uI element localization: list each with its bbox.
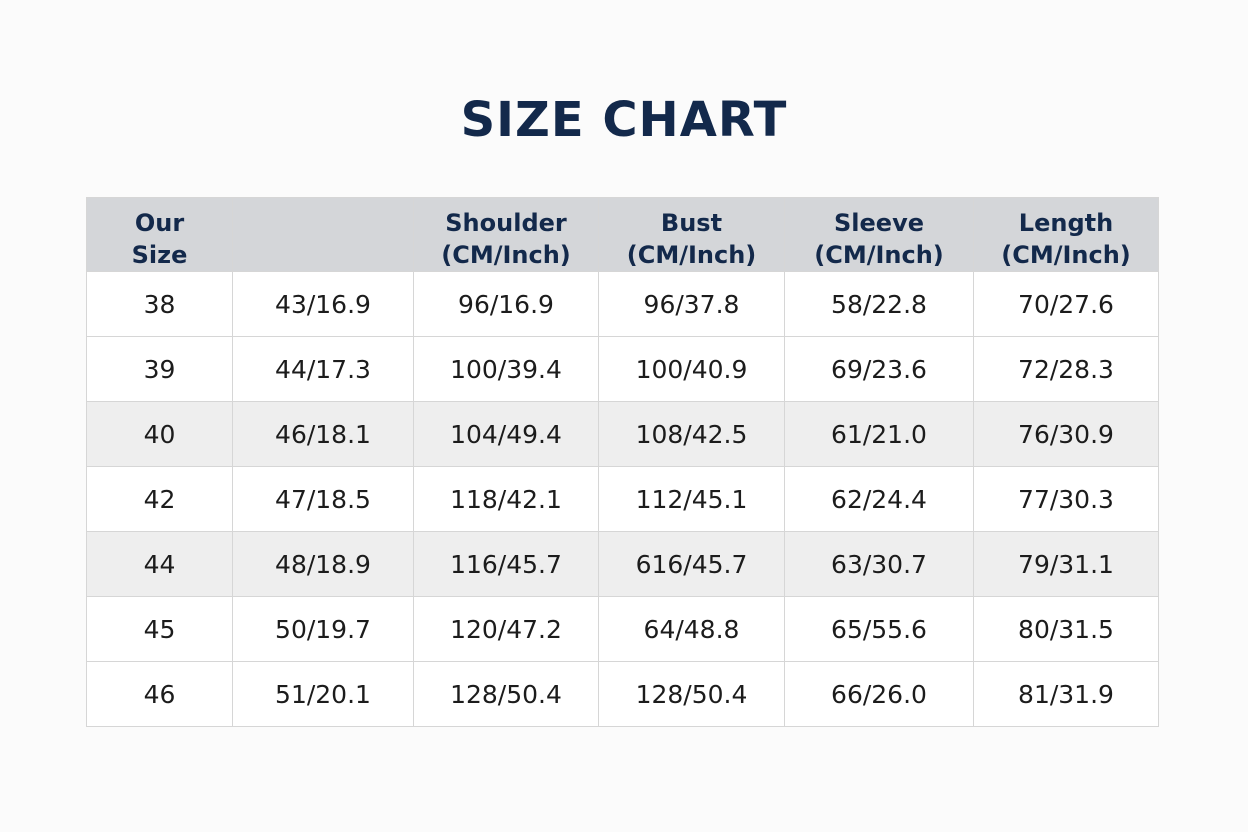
table-cell: 118/42.1 bbox=[413, 466, 599, 532]
header-cell: Sleeve (CM/Inch) bbox=[784, 197, 974, 272]
table-cell: 51/20.1 bbox=[232, 661, 414, 727]
table-row: 39 44/17.3 100/39.4 100/40.9 69/23.6 72/28.3 bbox=[86, 336, 1159, 402]
header-line: (CM/Inch) bbox=[626, 241, 757, 269]
table-cell: 44 bbox=[86, 531, 233, 597]
table-cell: 96/37.8 bbox=[598, 271, 785, 337]
table-cell: 108/42.5 bbox=[598, 401, 785, 467]
table-cell: 62/24.4 bbox=[784, 466, 974, 532]
table-cell: 96/16.9 bbox=[413, 271, 599, 337]
table-row: 40 46/18.1 104/49.4 108/42.5 61/21.0 76/30.9 bbox=[86, 401, 1159, 467]
table-cell: 50/19.7 bbox=[232, 596, 414, 662]
table-cell: 46 bbox=[86, 661, 233, 727]
table-cell: 45 bbox=[86, 596, 233, 662]
table-row: 46 51/20.1 128/50.4 128/50.4 66/26.0 81/31.9 bbox=[86, 661, 1159, 727]
table-cell: 58/22.8 bbox=[784, 271, 974, 337]
table-body: 38 43/16.9 96/16.9 96/37.8 58/22.8 70/27.6 39 4… bbox=[86, 271, 1159, 727]
title: SIZE CHART bbox=[460, 92, 788, 148]
table-cell: 40 bbox=[86, 401, 233, 467]
table-cell: 80/31.5 bbox=[973, 596, 1159, 662]
table-cell: 65/55.6 bbox=[784, 596, 974, 662]
table-cell: 100/39.4 bbox=[413, 336, 599, 402]
header-cell: Our Size bbox=[86, 197, 233, 272]
header-line: Shoulder bbox=[445, 209, 567, 237]
table-cell: 616/45.7 bbox=[598, 531, 785, 597]
table-cell: 43/16.9 bbox=[232, 271, 414, 337]
table-cell: 77/30.3 bbox=[973, 466, 1159, 532]
table-cell: 112/45.1 bbox=[598, 466, 785, 532]
table-cell: 128/50.4 bbox=[413, 661, 599, 727]
header-line: Our bbox=[134, 209, 185, 237]
table-cell: 128/50.4 bbox=[598, 661, 785, 727]
table-cell: 39 bbox=[86, 336, 233, 402]
header-cell: Bust (CM/Inch) bbox=[598, 197, 785, 272]
header-cell: Shoulder (CM/Inch) bbox=[413, 197, 599, 272]
table-row: 44 48/18.9 116/45.7 616/45.7 63/30.7 79/31.1 bbox=[86, 531, 1159, 597]
table-cell: 100/40.9 bbox=[598, 336, 785, 402]
table-cell: 44/17.3 bbox=[232, 336, 414, 402]
table-cell: 120/47.2 bbox=[413, 596, 599, 662]
header-line: (CM/Inch) bbox=[1001, 241, 1131, 269]
table-row: 38 43/16.9 96/16.9 96/37.8 58/22.8 70/27.6 bbox=[86, 271, 1159, 337]
table-row: 42 47/18.5 118/42.1 112/45.1 62/24.4 77/30.3 bbox=[86, 466, 1159, 532]
table-cell: 46/18.1 bbox=[232, 401, 414, 467]
table-row: 45 50/19.7 120/47.2 64/48.8 65/55.6 80/31.5 bbox=[86, 596, 1159, 662]
table-cell: 64/48.8 bbox=[598, 596, 785, 662]
table-cell: 38 bbox=[86, 271, 233, 337]
table-cell: 66/26.0 bbox=[784, 661, 974, 727]
header-line: Length bbox=[1018, 209, 1114, 237]
header-line: Sleeve bbox=[834, 209, 924, 237]
table-cell: 104/49.4 bbox=[413, 401, 599, 467]
table-cell: 69/23.6 bbox=[784, 336, 974, 402]
table-cell: 81/31.9 bbox=[973, 661, 1159, 727]
table-cell: 42 bbox=[86, 466, 233, 532]
header-cell: Length (CM/Inch) bbox=[973, 197, 1159, 272]
table-head: Our Size Shoulder (CM/Inch) Bust (CM/Inch) Sle… bbox=[86, 197, 1159, 272]
header-line: Bust bbox=[660, 209, 723, 237]
table-cell: 47/18.5 bbox=[232, 466, 414, 532]
table-cell: 76/30.9 bbox=[973, 401, 1159, 467]
table-cell: 70/27.6 bbox=[973, 271, 1159, 337]
header-line: Size bbox=[131, 241, 188, 269]
size-table: Our Size Shoulder (CM/Inch) Bust (CM/Inch) Sle… bbox=[86, 197, 1159, 727]
table-cell: 61/21.0 bbox=[784, 401, 974, 467]
table-cell: 116/45.7 bbox=[413, 531, 599, 597]
table-cell: 79/31.1 bbox=[973, 531, 1159, 597]
table-cell: 72/28.3 bbox=[973, 336, 1159, 402]
header-cell bbox=[232, 197, 414, 272]
header-line: (CM/Inch) bbox=[441, 241, 571, 269]
table-cell: 48/18.9 bbox=[232, 531, 414, 597]
header-line: (CM/Inch) bbox=[814, 241, 944, 269]
table-cell: 63/30.7 bbox=[784, 531, 974, 597]
header-row: Our Size Shoulder (CM/Inch) Bust (CM/Inch) Sle… bbox=[86, 197, 1159, 272]
